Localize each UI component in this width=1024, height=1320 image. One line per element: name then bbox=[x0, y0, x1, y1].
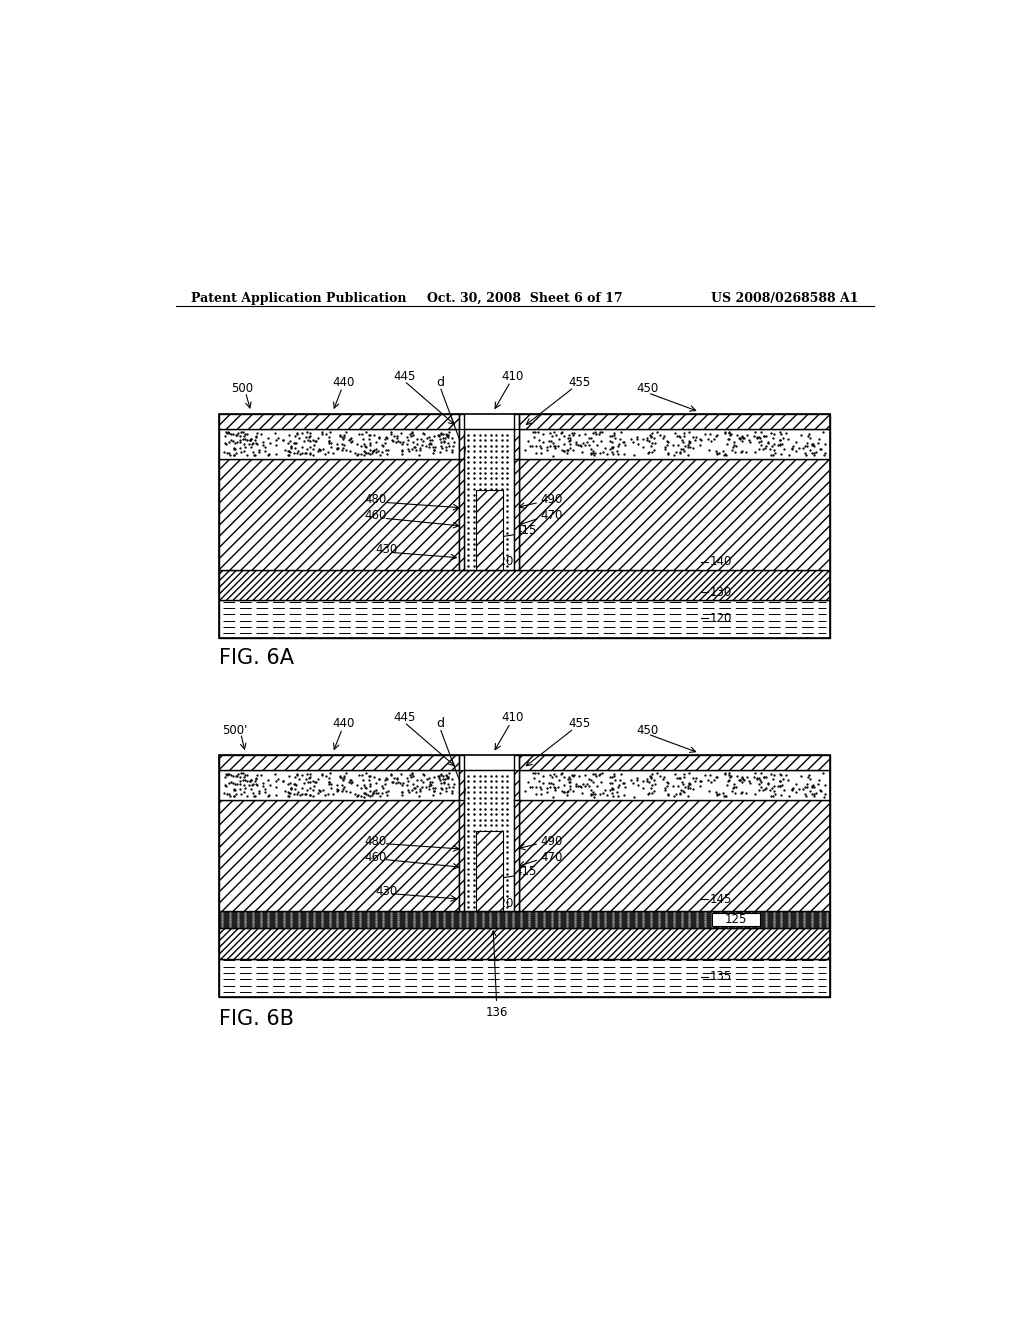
Bar bbox=[519, 770, 830, 800]
Bar bbox=[519, 414, 830, 429]
Bar bbox=[514, 429, 519, 570]
Bar bbox=[219, 800, 459, 911]
Text: d: d bbox=[436, 717, 444, 730]
Text: Oct. 30, 2008  Sheet 6 of 17: Oct. 30, 2008 Sheet 6 of 17 bbox=[427, 292, 623, 305]
Text: 450: 450 bbox=[636, 723, 658, 737]
Bar bbox=[219, 755, 830, 997]
Bar bbox=[475, 490, 503, 570]
Bar bbox=[519, 800, 830, 911]
Text: 120: 120 bbox=[710, 611, 732, 624]
Bar bbox=[219, 755, 459, 770]
Bar bbox=[514, 770, 519, 911]
Text: 410: 410 bbox=[501, 370, 523, 383]
Text: 430: 430 bbox=[376, 544, 398, 557]
Text: 470: 470 bbox=[541, 510, 563, 523]
Text: 490: 490 bbox=[541, 834, 563, 847]
Text: 420: 420 bbox=[492, 896, 514, 909]
Text: 460: 460 bbox=[365, 510, 387, 523]
Bar bbox=[475, 832, 503, 911]
Bar bbox=[219, 414, 830, 638]
Text: 490: 490 bbox=[541, 494, 563, 507]
Text: 450: 450 bbox=[636, 383, 658, 395]
Bar bbox=[519, 755, 830, 770]
Text: 480: 480 bbox=[365, 834, 387, 847]
Text: 145: 145 bbox=[710, 892, 732, 906]
Text: 136: 136 bbox=[485, 931, 508, 1019]
Bar bbox=[219, 414, 459, 429]
Text: 500': 500' bbox=[221, 723, 247, 737]
Bar bbox=[219, 458, 459, 570]
Text: 430: 430 bbox=[376, 884, 398, 898]
Text: 455: 455 bbox=[568, 376, 591, 389]
Text: US 2008/0268588 A1: US 2008/0268588 A1 bbox=[711, 292, 858, 305]
Text: d: d bbox=[436, 376, 444, 389]
Text: 415: 415 bbox=[514, 865, 537, 878]
Text: 445: 445 bbox=[394, 711, 416, 723]
Text: 440: 440 bbox=[333, 717, 355, 730]
Bar bbox=[459, 770, 465, 911]
Text: 420: 420 bbox=[492, 556, 514, 569]
Bar bbox=[465, 429, 514, 570]
Text: FIG. 6B: FIG. 6B bbox=[219, 1008, 294, 1030]
Text: 480: 480 bbox=[365, 494, 387, 507]
Bar bbox=[219, 958, 830, 997]
Bar bbox=[219, 770, 459, 800]
Text: 130: 130 bbox=[710, 586, 732, 598]
Bar bbox=[219, 599, 830, 638]
Bar bbox=[712, 913, 760, 927]
Text: 445: 445 bbox=[394, 370, 416, 383]
Text: Patent Application Publication: Patent Application Publication bbox=[191, 292, 407, 305]
Text: 140: 140 bbox=[710, 556, 732, 569]
Bar bbox=[459, 429, 465, 570]
Text: 125: 125 bbox=[725, 913, 748, 927]
Bar bbox=[219, 911, 830, 928]
Bar bbox=[519, 458, 830, 570]
Bar bbox=[219, 570, 830, 599]
Text: 440: 440 bbox=[333, 376, 355, 389]
Text: 410: 410 bbox=[501, 711, 523, 723]
Text: 135: 135 bbox=[710, 970, 732, 983]
Text: 470: 470 bbox=[541, 850, 563, 863]
Text: 455: 455 bbox=[568, 717, 591, 730]
Text: FIG. 6A: FIG. 6A bbox=[219, 648, 294, 668]
Bar bbox=[219, 429, 459, 458]
Bar bbox=[219, 928, 830, 958]
Bar bbox=[519, 429, 830, 458]
Text: 500: 500 bbox=[231, 383, 253, 395]
Bar bbox=[465, 770, 514, 911]
Text: 460: 460 bbox=[365, 850, 387, 863]
Text: 415: 415 bbox=[514, 524, 537, 537]
